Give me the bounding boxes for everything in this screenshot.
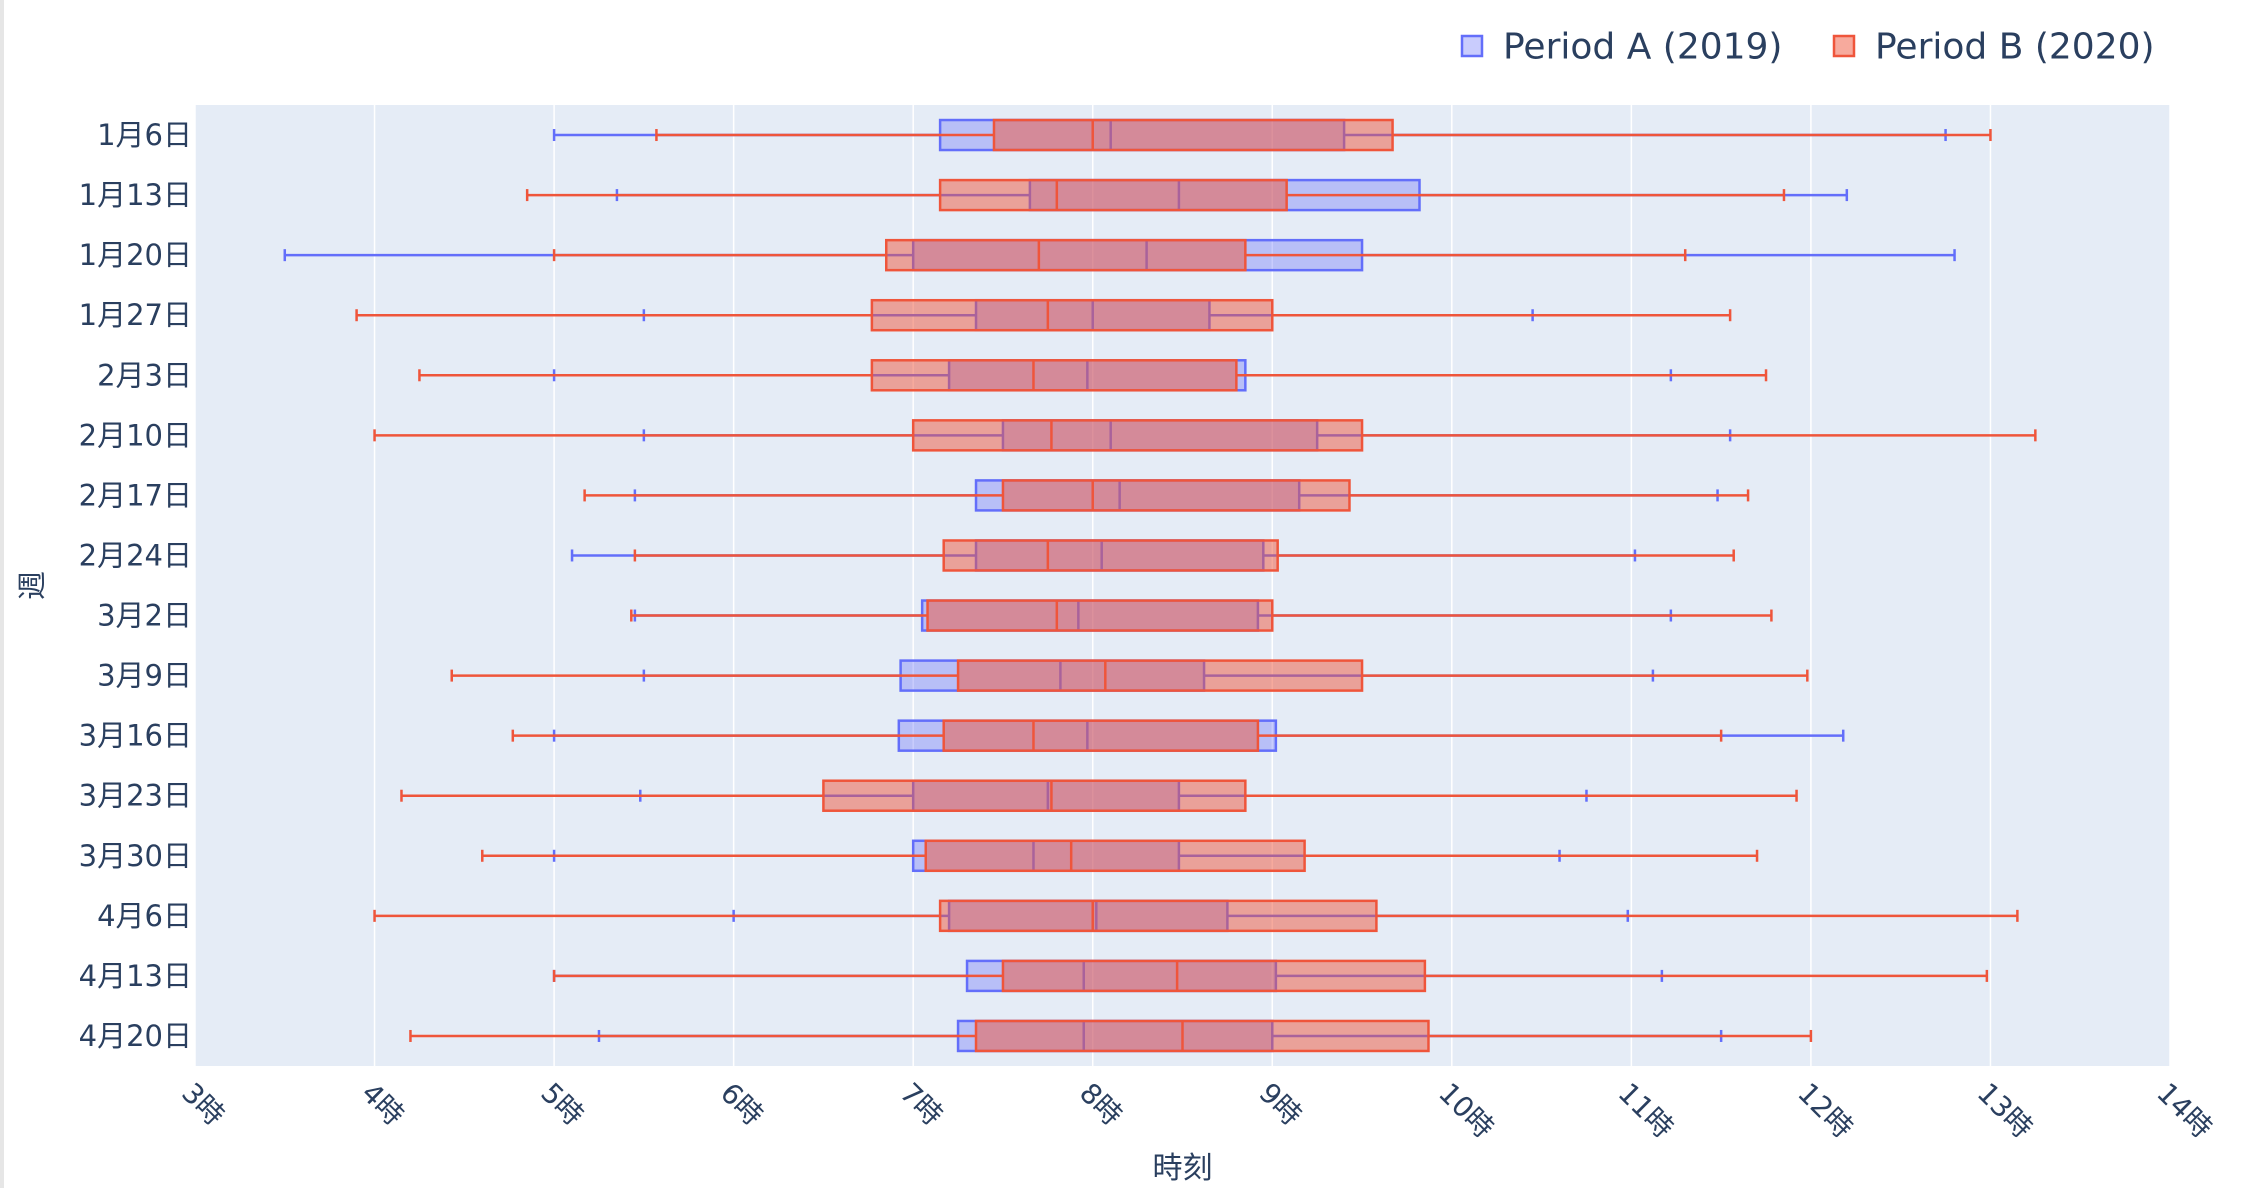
y-tick-label: 2月3日 xyxy=(97,358,192,392)
iqr-box xyxy=(926,599,1274,632)
y-tick-label: 1月6日 xyxy=(97,118,192,152)
x-tick-label: 9時 xyxy=(1253,1076,1309,1132)
x-tick-label: 6時 xyxy=(714,1076,770,1132)
box-mark xyxy=(400,779,1798,812)
box-mark xyxy=(511,719,1723,752)
box-mark xyxy=(552,238,1687,272)
legend-label: Period A (2019) xyxy=(1503,27,1782,68)
legend-label: Period B (2020) xyxy=(1875,27,2155,68)
iqr-box xyxy=(870,359,1238,392)
iqr-box xyxy=(942,719,1260,752)
y-tick-label: 3月9日 xyxy=(97,659,192,693)
iqr-box xyxy=(938,178,1288,212)
box-mark xyxy=(450,659,1809,692)
box-mark xyxy=(373,899,2019,933)
iqr-box xyxy=(1001,959,1427,993)
iqr-box xyxy=(885,238,1247,272)
y-axis-title: 週 xyxy=(15,571,49,600)
y-tick-label: 3月2日 xyxy=(97,599,192,633)
box-mark xyxy=(525,178,1786,212)
y-tick-label: 3月30日 xyxy=(79,839,192,873)
box-mark xyxy=(418,359,1768,392)
x-tick-label: 5時 xyxy=(534,1076,590,1132)
legend-item: Period B (2020) xyxy=(1832,27,2155,68)
legend-item: Period A (2019) xyxy=(1460,27,1782,68)
box-mark xyxy=(355,298,1732,332)
iqr-box xyxy=(911,419,1364,452)
iqr-box xyxy=(870,298,1274,332)
x-tick-label: 12時 xyxy=(1791,1076,1859,1144)
y-tick-label: 4月20日 xyxy=(79,1019,192,1053)
iqr-box xyxy=(924,839,1306,873)
box-mark xyxy=(481,839,1759,873)
box-mark xyxy=(552,959,1989,993)
x-axis-title: 時刻 xyxy=(1153,1151,1213,1186)
x-tick-label: 4時 xyxy=(355,1076,411,1132)
series-group xyxy=(355,118,2037,1053)
y-tick-label: 3月16日 xyxy=(79,719,192,753)
box-mark xyxy=(409,1019,1813,1053)
legend-swatch xyxy=(1832,34,1856,58)
iqr-box xyxy=(956,659,1364,692)
box-mark xyxy=(655,118,1992,152)
y-tick-labels: 1月6日 1月13日 1月20日 1月27日 2月3日 2月10日 2月17日 2月24日 3月… xyxy=(79,118,192,1053)
y-tick-label: 2月17日 xyxy=(79,478,192,512)
left-border-strip xyxy=(0,0,4,1188)
iqr-box xyxy=(938,899,1378,933)
y-tick-label: 3月23日 xyxy=(79,779,192,813)
iqr-box xyxy=(942,539,1279,572)
iqr-box xyxy=(1001,479,1351,512)
y-tick-label: 2月10日 xyxy=(79,418,192,452)
iqr-box xyxy=(822,779,1247,812)
legend: Period A (2019) Period B (2020) xyxy=(1460,27,2155,68)
x-tick-label: 11時 xyxy=(1612,1076,1680,1144)
x-tick-label: 7時 xyxy=(894,1076,950,1132)
y-tick-label: 1月20日 xyxy=(79,238,192,272)
y-tick-label: 2月24日 xyxy=(79,538,192,572)
box-mark xyxy=(633,539,1735,572)
iqr-box xyxy=(992,118,1394,152)
y-tick-label: 4月6日 xyxy=(97,899,192,933)
y-tick-label: 1月13日 xyxy=(79,178,192,212)
box-mark xyxy=(630,599,1773,632)
x-tick-label: 3時 xyxy=(175,1076,231,1132)
iqr-box xyxy=(974,1019,1430,1053)
x-tick-label: 14時 xyxy=(2150,1076,2218,1144)
box-mark xyxy=(583,479,1750,512)
y-tick-label: 1月27日 xyxy=(79,298,192,332)
x-tick-labels: 3時 4時 5時 6時 7時 8時 9時 10時 11時 12時 13時 14時 xyxy=(175,1076,2218,1144)
y-tick-label: 4月13日 xyxy=(79,959,192,993)
x-tick-label: 13時 xyxy=(1971,1076,2039,1144)
legend-swatch xyxy=(1460,34,1484,58)
box-mark xyxy=(373,419,2037,452)
x-tick-label: 8時 xyxy=(1073,1076,1129,1132)
x-tick-label: 10時 xyxy=(1432,1076,1500,1144)
